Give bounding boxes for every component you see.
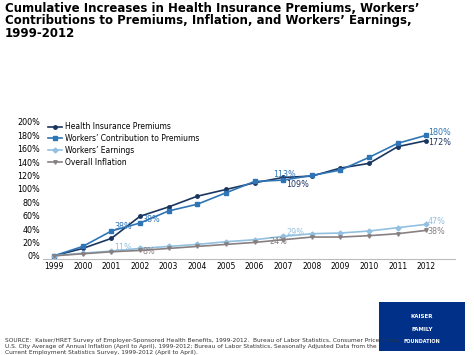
Text: 109%: 109% <box>286 180 309 189</box>
Text: SOURCE:  Kaiser/HRET Survey of Employer-Sponsored Health Benefits, 1999-2012.  B: SOURCE: Kaiser/HRET Survey of Employer-S… <box>5 338 399 355</box>
Workers’ Earnings <box>281 234 286 239</box>
Workers’ Earnings <box>252 237 257 242</box>
Health Insurance Premiums <box>395 144 401 149</box>
Text: 47%: 47% <box>428 217 446 226</box>
Workers’ Earnings <box>80 251 86 255</box>
Health Insurance Premiums <box>309 174 315 178</box>
Text: Cumulative Increases in Health Insurance Premiums, Workers’: Cumulative Increases in Health Insurance… <box>5 2 419 15</box>
Workers’ Earnings <box>337 231 343 235</box>
Health Insurance Premiums <box>194 194 200 198</box>
Workers’ Earnings <box>51 254 57 258</box>
Text: 38%: 38% <box>143 215 161 224</box>
Text: 24%: 24% <box>269 237 287 246</box>
Overall Inflation <box>80 252 86 256</box>
Workers’ Contribution to Premiums <box>194 202 200 206</box>
Workers’ Contribution to Premiums <box>309 173 315 178</box>
Health Insurance Premiums <box>166 205 172 209</box>
Overall Inflation <box>109 250 114 254</box>
Overall Inflation <box>395 231 401 236</box>
Workers’ Earnings <box>395 225 401 230</box>
Text: 113%: 113% <box>273 170 296 179</box>
Health Insurance Premiums <box>281 175 286 180</box>
Overall Inflation <box>424 228 429 233</box>
Workers’ Contribution to Premiums <box>424 133 429 137</box>
Health Insurance Premiums <box>252 181 257 185</box>
Overall Inflation <box>252 240 257 245</box>
Text: 11%: 11% <box>114 243 132 252</box>
Overall Inflation <box>166 246 172 251</box>
Line: Workers’ Contribution to Premiums: Workers’ Contribution to Premiums <box>53 133 428 257</box>
Text: 180%: 180% <box>428 127 451 137</box>
Workers’ Contribution to Premiums <box>252 179 257 184</box>
Line: Overall Inflation: Overall Inflation <box>53 229 428 257</box>
Workers’ Contribution to Premiums <box>395 141 401 146</box>
Health Insurance Premiums <box>80 246 86 251</box>
Overall Inflation <box>309 235 315 239</box>
Workers’ Contribution to Premiums <box>137 221 143 225</box>
Workers’ Earnings <box>194 242 200 246</box>
Workers’ Contribution to Premiums <box>80 244 86 248</box>
Text: FOUNDATION: FOUNDATION <box>403 339 440 344</box>
Health Insurance Premiums <box>337 166 343 170</box>
Health Insurance Premiums <box>366 161 372 165</box>
Text: 172%: 172% <box>428 138 451 147</box>
Overall Inflation <box>194 244 200 248</box>
Workers’ Contribution to Premiums <box>281 178 286 182</box>
Workers’ Contribution to Premiums <box>166 209 172 213</box>
Workers’ Contribution to Premiums <box>109 229 114 233</box>
Workers’ Earnings <box>166 244 172 248</box>
Workers’ Contribution to Premiums <box>223 191 229 195</box>
Overall Inflation <box>137 248 143 252</box>
Text: 38%: 38% <box>114 222 132 231</box>
Health Insurance Premiums <box>109 236 114 241</box>
Overall Inflation <box>366 234 372 238</box>
Text: 38%: 38% <box>428 227 446 236</box>
Health Insurance Premiums <box>137 214 143 218</box>
Workers’ Earnings <box>109 249 114 253</box>
Text: 8%: 8% <box>143 247 155 256</box>
Workers’ Earnings <box>309 231 315 236</box>
Health Insurance Premiums <box>223 187 229 192</box>
Text: Contributions to Premiums, Inflation, and Workers’ Earnings,: Contributions to Premiums, Inflation, an… <box>5 14 411 27</box>
Health Insurance Premiums <box>51 254 57 258</box>
Workers’ Earnings <box>366 229 372 233</box>
Text: FAMILY: FAMILY <box>411 327 433 332</box>
Health Insurance Premiums <box>424 138 429 143</box>
Text: 29%: 29% <box>286 228 304 237</box>
Line: Workers’ Earnings: Workers’ Earnings <box>53 223 428 257</box>
Overall Inflation <box>337 235 343 239</box>
Workers’ Earnings <box>424 222 429 226</box>
Workers’ Earnings <box>223 240 229 244</box>
Workers’ Contribution to Premiums <box>51 254 57 258</box>
Workers’ Earnings <box>137 246 143 251</box>
Overall Inflation <box>223 242 229 246</box>
Line: Health Insurance Premiums: Health Insurance Premiums <box>53 139 428 257</box>
Workers’ Contribution to Premiums <box>337 168 343 172</box>
Legend: Health Insurance Premiums, Workers’ Contribution to Premiums, Workers’ Earnings,: Health Insurance Premiums, Workers’ Cont… <box>46 121 201 168</box>
Overall Inflation <box>51 254 57 258</box>
Text: 1999-2012: 1999-2012 <box>5 27 75 40</box>
Text: KAISER: KAISER <box>410 314 433 319</box>
Workers’ Contribution to Premiums <box>366 155 372 159</box>
Overall Inflation <box>281 237 286 242</box>
